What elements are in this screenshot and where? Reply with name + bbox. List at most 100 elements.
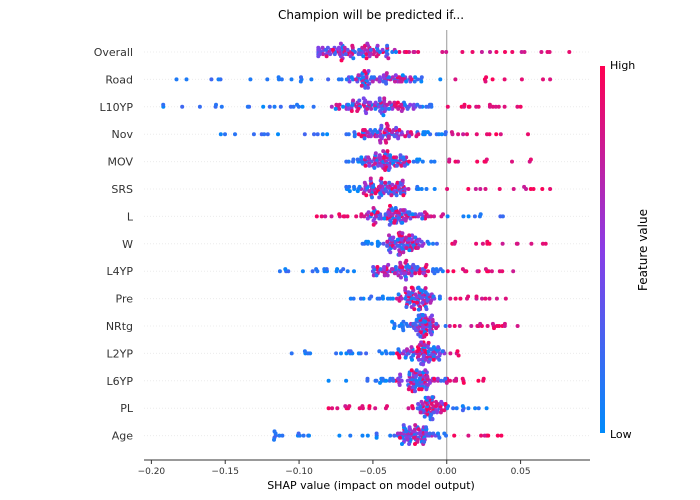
shap-point [413, 75, 418, 80]
shap-point [334, 102, 339, 107]
shap-point [443, 130, 448, 135]
shap-point [346, 132, 351, 137]
shap-point [393, 206, 398, 210]
shap-point [291, 104, 296, 109]
shap-point [262, 132, 267, 137]
shap-point [439, 399, 444, 404]
shap-point [373, 191, 378, 196]
shap-point [483, 296, 488, 301]
shap-point [503, 50, 507, 54]
shap-point [366, 134, 371, 139]
shap-point [278, 104, 283, 109]
shap-point [320, 132, 325, 137]
shap-point [418, 334, 423, 339]
shap-point [367, 189, 372, 194]
shap-point [372, 165, 377, 170]
shap-point [350, 43, 355, 48]
shap-point [472, 214, 477, 219]
shap-point [317, 47, 322, 52]
shap-point [351, 98, 356, 103]
shap-point [498, 132, 503, 137]
shap-point [416, 187, 421, 191]
shap-point [412, 435, 416, 440]
shap-point [415, 406, 420, 411]
shap-point [380, 47, 385, 52]
shap-point [431, 357, 436, 362]
shap-point [373, 378, 378, 383]
shap-point [432, 271, 437, 276]
shap-point [541, 77, 545, 82]
shap-point [420, 300, 425, 305]
shap-point [326, 406, 331, 411]
shap-point [404, 79, 409, 84]
shap-point [416, 50, 421, 54]
shap-point [368, 47, 373, 52]
shap-point [381, 113, 386, 118]
shap-point [479, 433, 484, 438]
shap-point [490, 321, 495, 326]
shap-point [379, 176, 384, 181]
shap-point [427, 431, 432, 436]
shap-point [233, 132, 237, 137]
shap-point [358, 296, 363, 301]
shap-point [451, 269, 456, 274]
shap-point [548, 187, 553, 191]
shap-point [384, 71, 389, 76]
shap-point [480, 241, 485, 246]
shap-point [373, 106, 378, 111]
shap-point [407, 159, 412, 164]
shap-point [434, 321, 439, 326]
shap-point [432, 187, 437, 191]
shap-point [348, 296, 353, 301]
shap-point [360, 161, 365, 166]
shap-point [343, 404, 348, 409]
shap-point [424, 307, 429, 312]
x-tick-label: −0.05 [359, 467, 387, 477]
shap-point [364, 193, 369, 198]
shap-point [395, 237, 400, 242]
shap-point [388, 153, 393, 158]
shap-point [302, 132, 307, 137]
shap-point [460, 376, 465, 381]
shap-point [416, 307, 421, 312]
feature-label: W [122, 238, 133, 251]
shap-point [466, 406, 471, 411]
shap-point [493, 104, 498, 109]
shap-point [431, 294, 436, 299]
shap-point [474, 241, 479, 246]
shap-point [386, 262, 391, 267]
shap-point [480, 296, 484, 301]
shap-point [417, 212, 422, 217]
shap-point [424, 187, 429, 191]
shap-point [305, 351, 310, 356]
shap-point [413, 423, 418, 428]
shap-point [390, 75, 395, 80]
shap-point [378, 267, 383, 272]
shap-point [402, 102, 407, 107]
shap-point [392, 326, 396, 331]
shap-point [346, 106, 351, 111]
shap-point [528, 157, 533, 162]
shap-point [301, 433, 306, 438]
shap-point [395, 351, 399, 356]
shap-point [400, 442, 404, 446]
shap-point [411, 262, 416, 267]
shap-point [377, 349, 382, 354]
shap-point [366, 69, 371, 73]
shap-point [361, 128, 366, 132]
shap-point [473, 187, 478, 191]
shap-point [490, 104, 495, 109]
shap-point [216, 77, 221, 82]
shap-point [360, 241, 365, 246]
shap-point [184, 77, 189, 82]
shap-point [359, 212, 364, 217]
shap-point [365, 433, 370, 438]
shap-point [426, 340, 431, 345]
shap-point [404, 50, 409, 54]
shap-point [418, 410, 423, 415]
shap-point [401, 423, 406, 428]
shap-point [385, 239, 390, 244]
shap-point [279, 77, 284, 82]
shap-point [261, 104, 266, 109]
shap-point [567, 50, 572, 54]
